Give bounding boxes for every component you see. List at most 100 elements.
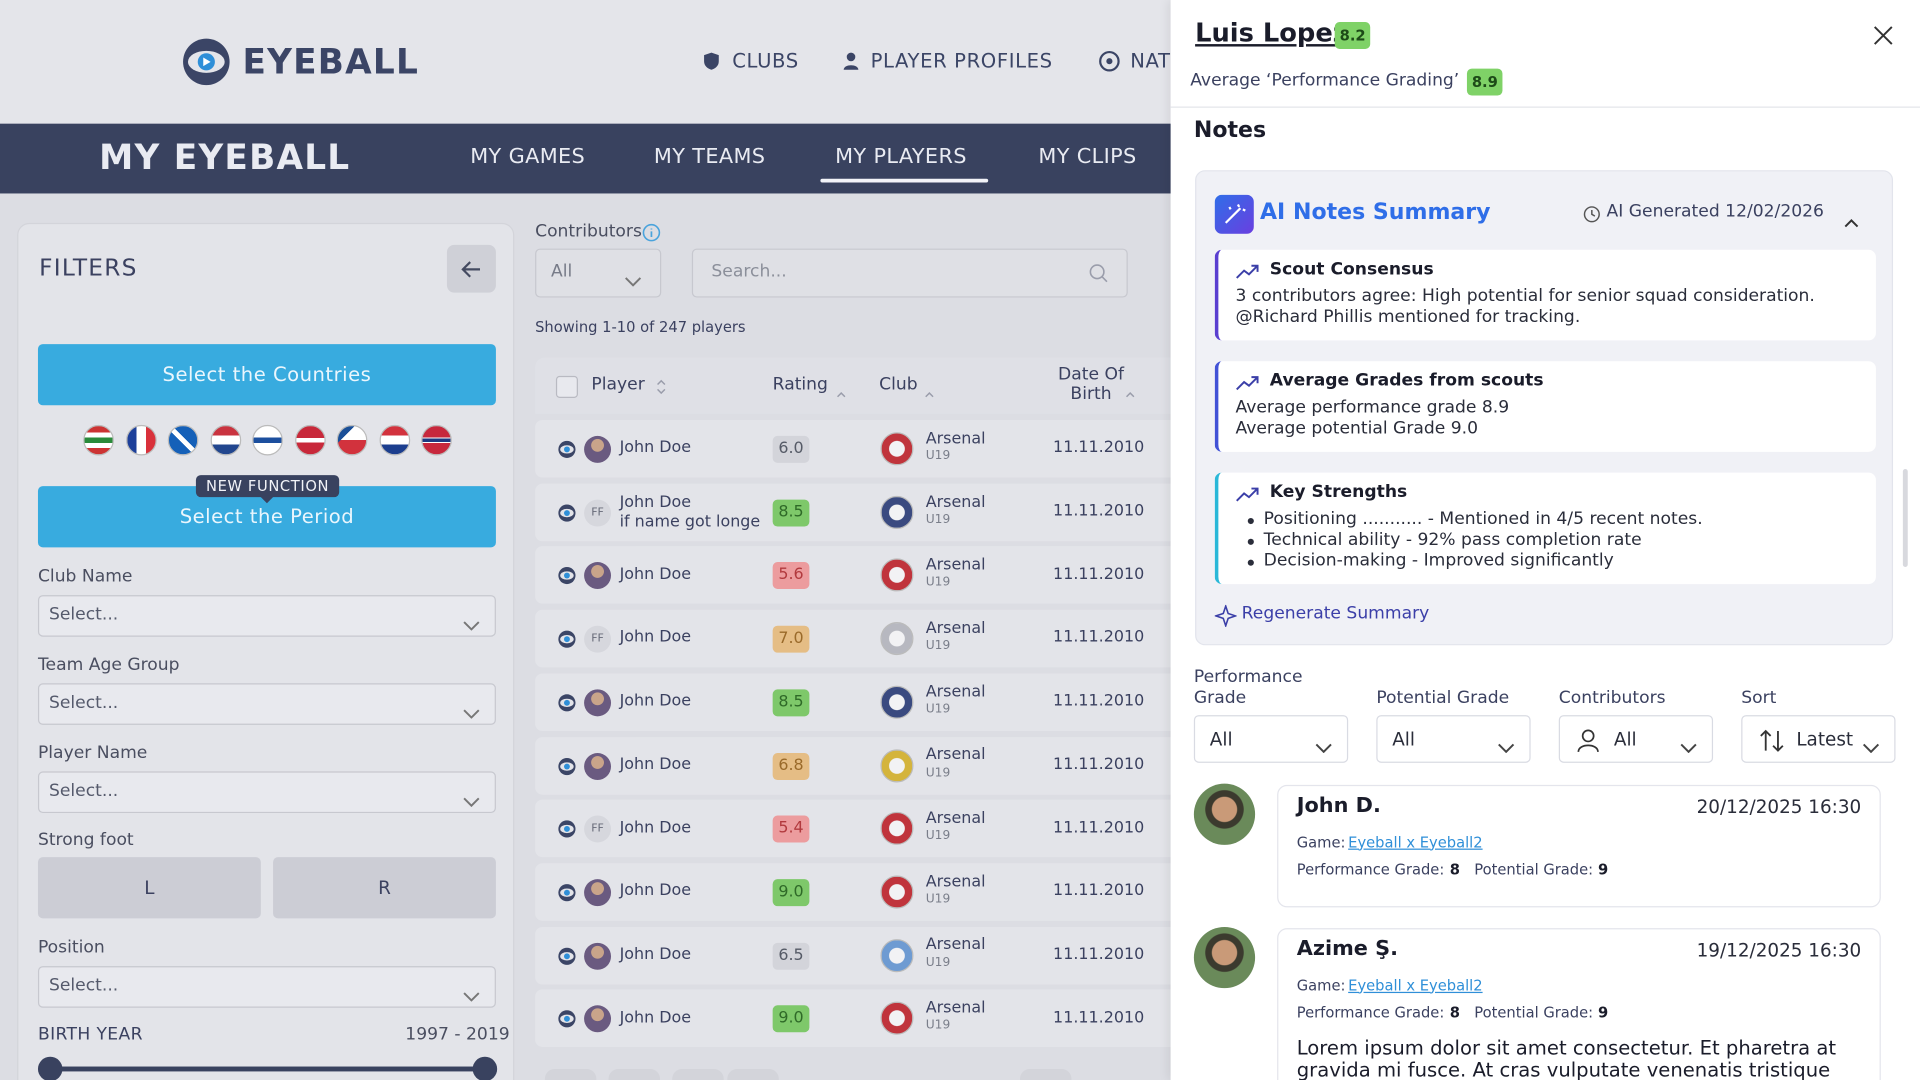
player-row[interactable]: FF John Doe 7.0 Arsenal U19 11.11.2010 bbox=[535, 609, 1197, 668]
person-icon-svg bbox=[1577, 729, 1599, 753]
select-all-checkbox[interactable] bbox=[555, 375, 578, 398]
filter-select[interactable]: All bbox=[1558, 715, 1714, 763]
trend-icon bbox=[1236, 373, 1260, 391]
player-name: John Doe bbox=[619, 692, 692, 711]
nav-tab[interactable]: MY GAMES bbox=[470, 144, 586, 170]
nav-tab[interactable]: MY CLIPS bbox=[1038, 144, 1137, 170]
select-field[interactable]: Select... bbox=[37, 595, 496, 637]
player-name: John Doe bbox=[619, 755, 692, 774]
filter-select[interactable]: Latest bbox=[1741, 715, 1896, 763]
sort-icon bbox=[835, 380, 847, 398]
nav-tab[interactable]: MY PLAYERS bbox=[835, 144, 967, 170]
rating-pill: 9.0 bbox=[772, 1005, 810, 1033]
note-card: Azime Ş. 19/12/2025 16:30 Game: Eyeball x E… bbox=[1277, 928, 1881, 1080]
country-flag[interactable] bbox=[378, 424, 410, 456]
country-flag[interactable] bbox=[336, 424, 368, 456]
note-date: 19/12/2025 16:30 bbox=[1696, 938, 1862, 961]
column-header[interactable]: Player bbox=[591, 374, 645, 395]
country-flag[interactable] bbox=[252, 424, 283, 456]
player-row[interactable]: John Doe 9.0 Arsenal U19 11.11.2010 bbox=[535, 863, 1197, 921]
club-name: Arsenal bbox=[925, 746, 986, 765]
player-row[interactable]: John Doe 5.6 Arsenal U19 11.11.2010 bbox=[535, 546, 1197, 605]
filter-select[interactable]: All bbox=[1376, 715, 1531, 763]
column-header[interactable]: Rating bbox=[772, 374, 828, 395]
country-flag[interactable] bbox=[421, 424, 452, 456]
select-field[interactable]: Select... bbox=[37, 771, 496, 814]
slider-knob[interactable] bbox=[37, 1056, 63, 1080]
ai-icon-svg bbox=[1214, 194, 1254, 234]
slider-knob[interactable] bbox=[472, 1056, 498, 1080]
player-row[interactable]: John Doe 6.5 Arsenal U19 11.11.2010 bbox=[535, 926, 1197, 984]
player-name: John Doe bbox=[619, 438, 692, 458]
insight-text: Average potential Grade 9.0 bbox=[1235, 418, 1479, 439]
ai-label: AI bbox=[1260, 200, 1286, 226]
country-flag[interactable] bbox=[294, 424, 326, 456]
search-input[interactable]: Search... bbox=[691, 248, 1128, 298]
select-field[interactable]: Select... bbox=[37, 683, 496, 725]
player-row[interactable]: John Doe 8.5 Arsenal U19 11.11.2010 bbox=[535, 673, 1197, 731]
note-text: Lorem ipsum dolor sit amet consectetur. … bbox=[1296, 1035, 1837, 1080]
player-row[interactable]: FF John Doe 5.4 Arsenal U19 11.11.2010 bbox=[535, 799, 1197, 858]
chevron-icon bbox=[1315, 735, 1332, 754]
insight-card: Scout Consensus 3 contributors agree: Hig… bbox=[1214, 249, 1876, 341]
player-row[interactable]: John Doe 9.0 Arsenal U19 11.11.2010 bbox=[535, 989, 1197, 1048]
player-name-link[interactable]: Luis Lopez bbox=[1195, 18, 1348, 49]
nav-link[interactable]: NAT bbox=[1130, 48, 1171, 72]
collapse-chevron-svg bbox=[1844, 219, 1859, 228]
column-header[interactable]: Date Of Birth bbox=[1058, 364, 1125, 405]
date-of-birth: 11.11.2010 bbox=[1053, 438, 1145, 458]
select-field[interactable]: Select... bbox=[37, 966, 496, 1008]
nav-link[interactable]: PLAYER PROFILES bbox=[870, 48, 1053, 72]
column-header[interactable]: Club bbox=[879, 374, 918, 395]
select-placeholder: Select... bbox=[48, 781, 119, 802]
player-row[interactable]: John Doe 6.8 Arsenal U19 11.11.2010 bbox=[535, 736, 1197, 795]
filter-value: Latest bbox=[1796, 727, 1854, 751]
country-flag[interactable] bbox=[125, 424, 157, 456]
insight-title: Key Strengths bbox=[1269, 482, 1408, 503]
section-title: MY EYEBALL bbox=[99, 137, 351, 179]
country-flag[interactable] bbox=[83, 424, 114, 456]
chevron-icon-svg bbox=[463, 797, 480, 808]
close-icon[interactable] bbox=[1872, 24, 1894, 46]
chevron-icon bbox=[463, 789, 480, 808]
club-name: Arsenal bbox=[925, 999, 986, 1018]
regenerate-link[interactable]: Regenerate Summary bbox=[1241, 603, 1430, 624]
game-link[interactable]: Eyeball x Eyeball2 bbox=[1348, 833, 1483, 851]
date-of-birth: 11.11.2010 bbox=[1053, 881, 1145, 901]
countries-button[interactable]: Select the Countries bbox=[37, 344, 496, 406]
select-placeholder: Select... bbox=[48, 693, 119, 713]
filter-label: Potential Grade bbox=[1376, 688, 1510, 708]
grade-badge: 8.2 bbox=[1334, 22, 1371, 49]
potential-value: 9 bbox=[1597, 860, 1609, 878]
bullet-dot bbox=[1247, 559, 1254, 566]
filters-panel: FILTERS Select the Countries Select the Pe… bbox=[17, 222, 515, 1080]
insight-text: Average performance grade 8.9 bbox=[1235, 397, 1510, 418]
watch-icon bbox=[557, 566, 577, 586]
nav-link[interactable]: CLUBS bbox=[732, 48, 799, 72]
summary-title: Notes Summary bbox=[1293, 200, 1491, 226]
badge-pointer bbox=[259, 495, 275, 504]
player-row[interactable]: John Doe 6.0 Arsenal U19 11.11.2010 bbox=[535, 420, 1197, 478]
pagination-item bbox=[1020, 1068, 1072, 1080]
country-flag[interactable] bbox=[167, 424, 199, 456]
grade-badge: 8.9 bbox=[1466, 68, 1503, 96]
person-icon bbox=[1577, 729, 1599, 753]
collapse-button[interactable] bbox=[446, 244, 496, 293]
foot-option[interactable]: L bbox=[37, 857, 261, 919]
collapse-chevron[interactable] bbox=[1843, 209, 1860, 228]
player-row[interactable]: FF John Doe if name got longe 8.5 Arsenal U19… bbox=[535, 483, 1197, 541]
player-initials: FF bbox=[584, 625, 612, 653]
note-author: John D. bbox=[1296, 793, 1381, 819]
nav-tab[interactable]: MY TEAMS bbox=[653, 144, 766, 170]
pagination-item bbox=[672, 1068, 724, 1080]
filter-select[interactable]: All bbox=[1193, 715, 1349, 763]
game-link[interactable]: Eyeball x Eyeball2 bbox=[1348, 976, 1483, 994]
country-flag[interactable] bbox=[210, 424, 241, 456]
slider-track bbox=[50, 1066, 485, 1072]
foot-option[interactable]: R bbox=[273, 857, 496, 919]
player-name: John Doe bbox=[619, 492, 692, 512]
field-label: Club Name bbox=[37, 567, 133, 587]
contributors-label: Contributors bbox=[535, 221, 642, 242]
club-team: U19 bbox=[925, 639, 951, 653]
contributors-select[interactable]: All bbox=[535, 248, 662, 298]
